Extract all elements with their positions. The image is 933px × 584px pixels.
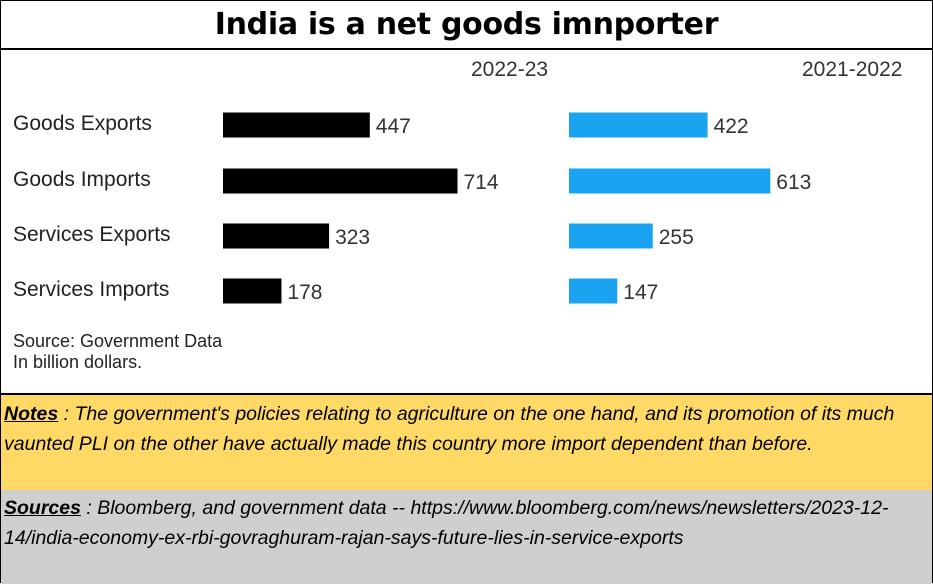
bar-2022-23-services-imports bbox=[223, 278, 282, 304]
category-label-services-exports: Services Exports bbox=[13, 223, 171, 246]
bar-2022-23-services-exports bbox=[223, 223, 330, 249]
notes-text: : The government's policies relating to … bbox=[4, 403, 895, 455]
category-label-goods-imports: Goods Imports bbox=[13, 168, 151, 191]
bar-2022-23-goods-exports bbox=[223, 112, 370, 138]
title-bar: India is a net goods imnporter bbox=[1, 1, 932, 50]
series-header-2021-2022: 2021-2022 bbox=[802, 58, 903, 81]
bar-2021-2022-services-imports bbox=[569, 278, 618, 304]
bar-2021-2022-services-exports bbox=[569, 223, 653, 249]
value-label-2022-23-goods-imports: 714 bbox=[463, 171, 498, 194]
chart-source-note: Source: Government Data In billion dolla… bbox=[13, 331, 222, 373]
value-label-2021-2022-services-exports: 255 bbox=[659, 226, 694, 249]
bar-2022-23-goods-imports bbox=[223, 168, 458, 194]
notes-box: Notes : The government's policies relati… bbox=[1, 393, 932, 497]
sources-text: : Bloomberg, and government data -- http… bbox=[4, 497, 889, 549]
unit-text: In billion dollars. bbox=[13, 352, 143, 372]
value-label-2022-23-goods-exports: 447 bbox=[376, 115, 411, 138]
bar-2021-2022-goods-imports bbox=[569, 168, 771, 194]
source-text: Source: Government Data bbox=[13, 331, 223, 351]
value-label-2021-2022-goods-exports: 422 bbox=[714, 115, 749, 138]
bar-chart-svg: 447 714 323 178 422 613 255 147 bbox=[223, 112, 811, 304]
category-label-services-imports: Services Imports bbox=[13, 278, 170, 301]
sources-box: Sources : Bloomberg, and government data… bbox=[1, 490, 932, 584]
value-label-2021-2022-services-imports: 147 bbox=[623, 281, 658, 304]
notes-label: Notes bbox=[4, 403, 59, 425]
category-label-goods-exports: Goods Exports bbox=[13, 112, 152, 135]
value-label-2022-23-services-exports: 323 bbox=[335, 226, 370, 249]
chart-area: 2022-23 2021-2022 Goods Exports Goods Im… bbox=[1, 50, 932, 392]
bar-2021-2022-goods-exports bbox=[569, 112, 708, 138]
sources-label: Sources bbox=[4, 497, 81, 519]
value-label-2022-23-services-imports: 178 bbox=[287, 281, 322, 304]
page-title: India is a net goods imnporter bbox=[214, 7, 719, 42]
series-header-2022-23: 2022-23 bbox=[471, 58, 549, 81]
value-label-2021-2022-goods-imports: 613 bbox=[776, 171, 811, 194]
